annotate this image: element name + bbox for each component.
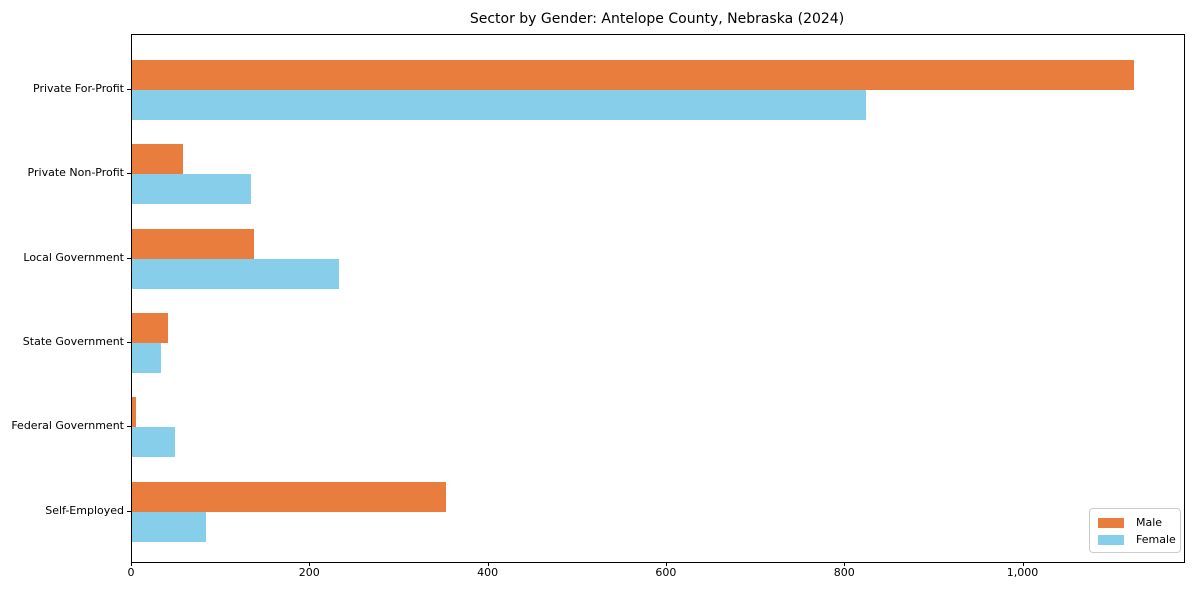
- legend-swatch-male: [1098, 517, 1124, 528]
- y-tick-label: Federal Government: [11, 419, 124, 433]
- x-tick-mark: [487, 562, 489, 566]
- bar-female-4: [132, 342, 162, 373]
- legend-swatch-female: [1098, 534, 1124, 545]
- legend-label: Female: [1136, 533, 1176, 546]
- bar-male-4: [132, 312, 168, 343]
- x-tick-label: 0: [127, 566, 135, 579]
- y-tick-mark: [127, 173, 131, 175]
- x-tick-mark: [665, 562, 667, 566]
- legend: Male Female: [1089, 508, 1181, 553]
- legend-label: Male: [1136, 516, 1163, 529]
- plot-area: [131, 34, 1185, 563]
- y-tick-label: Local Government: [23, 250, 124, 264]
- bar-male-6: [132, 481, 446, 512]
- legend-entry-female: Female: [1098, 531, 1180, 548]
- x-tick-mark: [1022, 562, 1024, 566]
- bar-female-6: [132, 511, 206, 542]
- bar-female-1: [132, 90, 866, 120]
- x-tick-label: 200: [298, 566, 320, 579]
- bar-female-5: [132, 427, 175, 458]
- bar-male-3: [132, 228, 255, 259]
- x-tick-label: 400: [477, 566, 499, 579]
- bar-female-3: [132, 258, 339, 289]
- y-tick-mark: [127, 510, 131, 512]
- y-tick-mark: [127, 89, 131, 90]
- bar-male-2: [132, 144, 183, 175]
- y-tick-label: Private For-Profit: [33, 82, 124, 95]
- bar-female-2: [132, 174, 251, 205]
- x-tick-mark: [309, 562, 311, 566]
- y-tick-label: Private Non-Profit: [27, 166, 124, 180]
- y-tick-mark: [127, 426, 131, 428]
- bar-male-1: [132, 60, 1135, 90]
- y-tick-mark: [127, 341, 131, 343]
- y-tick-label: State Government: [22, 334, 124, 348]
- x-tick-label: 1,000: [1006, 566, 1039, 579]
- x-tick-mark: [844, 562, 846, 566]
- y-tick-label: Self-Employed: [45, 503, 124, 517]
- chart-title: Sector by Gender: Antelope County, Nebra…: [469, 11, 845, 27]
- x-tick-mark: [131, 562, 132, 566]
- x-tick-label: 800: [833, 566, 855, 579]
- bar-male-5: [132, 397, 137, 428]
- legend-entry-male: Male: [1098, 514, 1180, 531]
- x-tick-label: 600: [655, 566, 677, 579]
- y-tick-mark: [127, 257, 131, 259]
